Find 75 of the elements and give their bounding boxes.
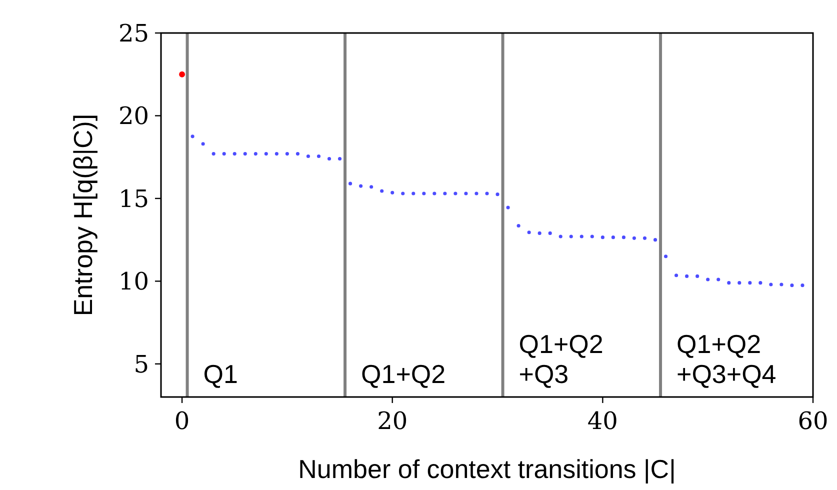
point — [748, 281, 752, 285]
ref-line-label: Q1+Q2 — [361, 359, 446, 389]
point — [548, 231, 552, 235]
point — [706, 278, 710, 282]
point — [316, 154, 321, 158]
point — [327, 156, 332, 161]
ref-line-label: Q1 — [203, 359, 238, 389]
point — [306, 154, 310, 158]
point — [642, 236, 647, 240]
point — [285, 152, 289, 156]
y-tick-label: 10 — [118, 268, 149, 296]
point — [370, 185, 374, 189]
point — [401, 192, 405, 196]
point — [727, 281, 731, 285]
point — [696, 274, 700, 278]
point — [611, 236, 615, 240]
point — [243, 152, 247, 156]
point — [443, 192, 447, 196]
point — [664, 254, 668, 258]
point — [380, 189, 384, 193]
point — [516, 224, 520, 228]
point — [485, 192, 489, 196]
ref-line-label: Q1+Q2 +Q3+Q4 — [676, 329, 776, 389]
point — [600, 236, 604, 240]
point — [201, 142, 205, 146]
point — [348, 182, 352, 186]
point — [569, 234, 573, 238]
point — [800, 284, 804, 288]
point — [580, 234, 584, 238]
point — [653, 238, 658, 242]
point — [254, 152, 258, 156]
point — [264, 152, 268, 156]
point — [496, 192, 500, 196]
point — [422, 192, 426, 196]
point — [769, 282, 773, 286]
point — [464, 192, 468, 196]
point — [296, 152, 300, 156]
point — [758, 281, 762, 285]
y-tick-label: 25 — [118, 19, 149, 48]
ref-line-label: Q1+Q2 +Q3 — [518, 329, 604, 389]
point — [558, 234, 562, 238]
point — [685, 274, 689, 278]
point — [338, 156, 342, 161]
point — [454, 192, 458, 196]
x-tick-label: 20 — [377, 407, 408, 435]
point — [412, 192, 416, 196]
point — [190, 134, 194, 138]
point — [674, 274, 678, 278]
point — [179, 71, 186, 78]
point — [474, 192, 478, 196]
point — [274, 152, 278, 156]
y-tick-label: 20 — [118, 102, 149, 130]
point — [790, 284, 794, 288]
point — [738, 281, 742, 285]
y-tick-label: 15 — [118, 184, 149, 213]
x-axis-title: Number of context transitions |C| — [298, 454, 676, 484]
point — [432, 192, 436, 196]
point — [232, 152, 236, 156]
point — [780, 282, 784, 286]
point — [716, 278, 720, 282]
point — [212, 152, 216, 156]
point — [538, 231, 542, 235]
point — [390, 190, 394, 194]
x-tick-label: 60 — [798, 407, 828, 435]
point — [222, 152, 226, 156]
point — [622, 236, 626, 240]
point — [632, 236, 636, 240]
point — [590, 234, 594, 238]
point — [527, 230, 531, 234]
x-tick-label: 0 — [174, 407, 190, 435]
point — [359, 184, 363, 188]
x-tick-label: 40 — [587, 407, 618, 435]
y-axis-title: Entropy H[q(β|C)] — [68, 114, 98, 316]
point — [506, 206, 510, 210]
y-tick-label: 5 — [134, 350, 149, 378]
